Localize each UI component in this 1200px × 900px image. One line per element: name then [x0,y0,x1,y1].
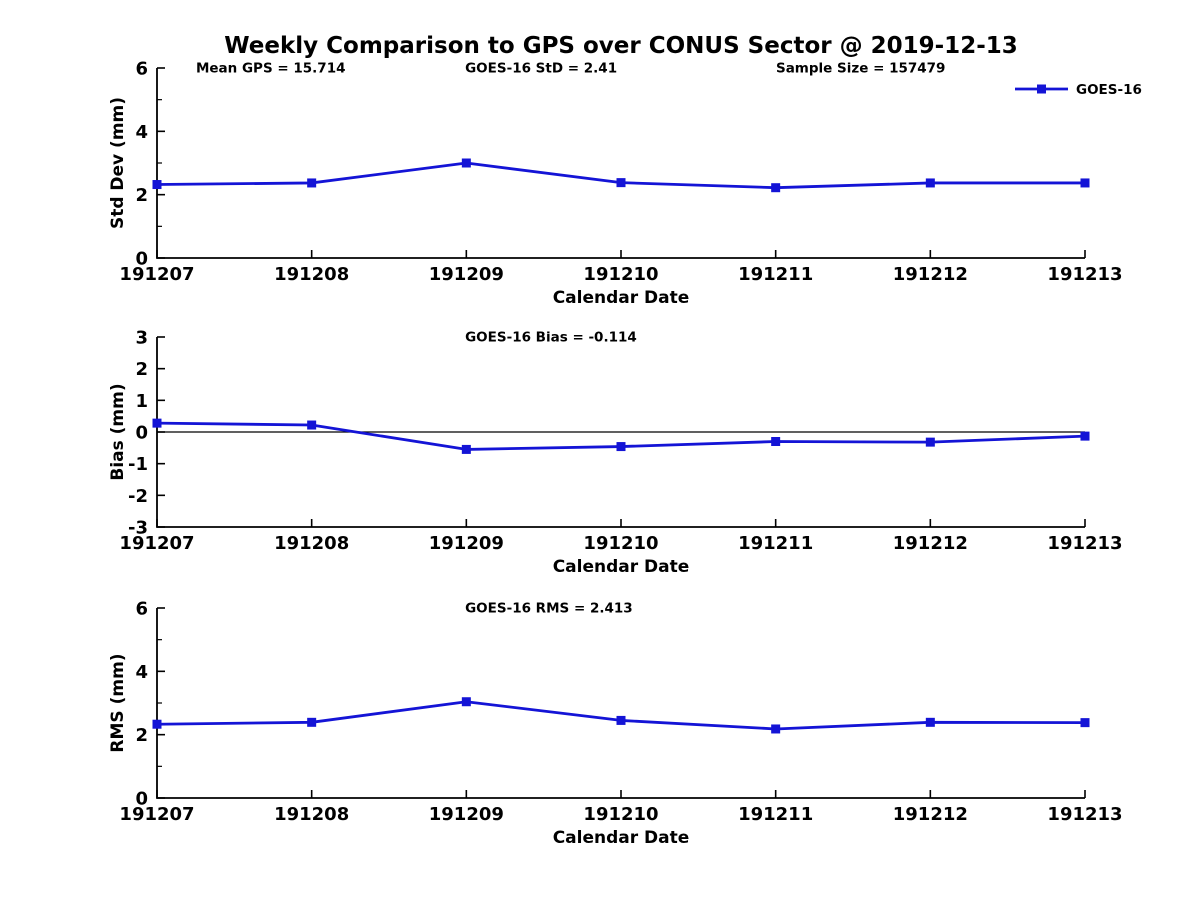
data-point-marker [616,442,626,452]
data-point-marker [925,717,935,727]
data-point-marker [152,418,162,428]
data-point-marker [307,420,317,430]
axes-spines [156,68,1085,259]
x-axis-tick-label: 191209 [429,804,504,825]
axes-spines [156,608,1085,799]
data-point-marker [461,697,471,707]
data-point-marker [307,178,317,188]
x-axis-tick-label: 191210 [583,264,658,285]
data-point-marker [1080,718,1090,728]
data-point-marker [461,444,471,454]
x-axis-title: Calendar Date [553,288,690,308]
x-axis-tick-label: 191210 [583,804,658,825]
data-point-marker [925,178,935,188]
chart-bias: -3 -2 -1 0 1 2 3 191207 191208 191209 191210 191211… [108,328,1123,578]
y-axis-tick-label: 2 [135,359,148,380]
x-axis-tick-label: 191212 [893,264,968,285]
x-axis-tick-label: 191211 [738,264,813,285]
y-axis-tick-label: 6 [135,599,148,620]
x-axis-tick-label: 191210 [583,533,658,554]
x-axis-tick-label: 191211 [738,804,813,825]
chart-rms: 0 2 4 6 191207 191208 191209 191210 191211 191212… [108,599,1123,849]
data-point-marker [771,437,781,446]
y-axis-title: Bias (mm) [108,383,128,480]
x-axis-tick-label: 191212 [893,804,968,825]
y-axis-tick-label: 0 [135,249,148,270]
data-point-marker [771,724,781,734]
y-axis-tick-label: 0 [135,423,148,444]
y-axis-tick-label: 2 [135,725,148,746]
annotation-text: GOES-16 RMS = 2.413 [465,601,633,617]
annotation-text: Sample Size = 157479 [776,61,945,77]
data-point-marker [1080,178,1090,188]
figure-title: Weekly Comparison to GPS over CONUS Sect… [224,33,1018,59]
annotation-text: GOES-16 Bias = -0.114 [465,330,637,346]
x-axis-tick-label: 191209 [429,533,504,554]
x-axis-tick-label: 191208 [274,264,349,285]
annotation-text: Mean GPS = 15.714 [196,61,346,77]
y-axis-tick-label: 0 [135,789,148,810]
x-axis-tick-label: 191208 [274,533,349,554]
data-point-marker [616,715,626,725]
y-axis-title: Std Dev (mm) [108,97,128,229]
y-axis-tick-label: 4 [135,122,148,143]
legend: GOES-16 [1015,82,1142,98]
y-axis-tick-label: -3 [128,518,148,539]
data-point-marker [771,183,781,193]
data-point-marker [307,717,317,727]
y-axis-tick-label: 2 [135,185,148,206]
y-axis-tick-label: -2 [128,486,148,507]
y-axis-tick-label: 6 [135,59,148,80]
x-axis-tick-label: 191213 [1047,804,1122,825]
data-point-marker [616,178,626,188]
legend-marker [1037,84,1046,94]
x-axis-tick-label: 191209 [429,264,504,285]
x-axis-tick-label: 191211 [738,533,813,554]
annotation-text: GOES-16 StD = 2.41 [465,61,617,77]
x-axis-tick-label: 191213 [1047,533,1122,554]
x-axis-tick-label: 191207 [119,533,194,554]
y-axis-title: RMS (mm) [108,653,128,752]
legend-series-label: GOES-16 [1076,82,1142,98]
x-axis-tick-label: 191208 [274,804,349,825]
x-axis-tick-label: 191207 [119,264,194,285]
y-axis-tick-label: 4 [135,662,148,683]
x-axis-tick-label: 191212 [893,533,968,554]
data-point-marker [925,437,935,447]
x-axis-tick-label: 191213 [1047,264,1122,285]
y-axis-tick-label: 3 [135,328,148,349]
y-axis-tick-label: -1 [128,454,148,475]
x-axis-tick-label: 191207 [119,804,194,825]
y-axis-tick-label: 1 [135,391,148,412]
x-axis-title: Calendar Date [553,828,690,848]
data-point-marker [461,158,471,168]
data-point-marker [152,719,162,729]
x-axis-title: Calendar Date [553,557,690,577]
chart-std-dev: 0 2 4 6 191207 191208 191209 191210 191211 191212… [108,59,1142,309]
data-point-marker [152,180,162,190]
data-point-marker [1080,431,1090,441]
